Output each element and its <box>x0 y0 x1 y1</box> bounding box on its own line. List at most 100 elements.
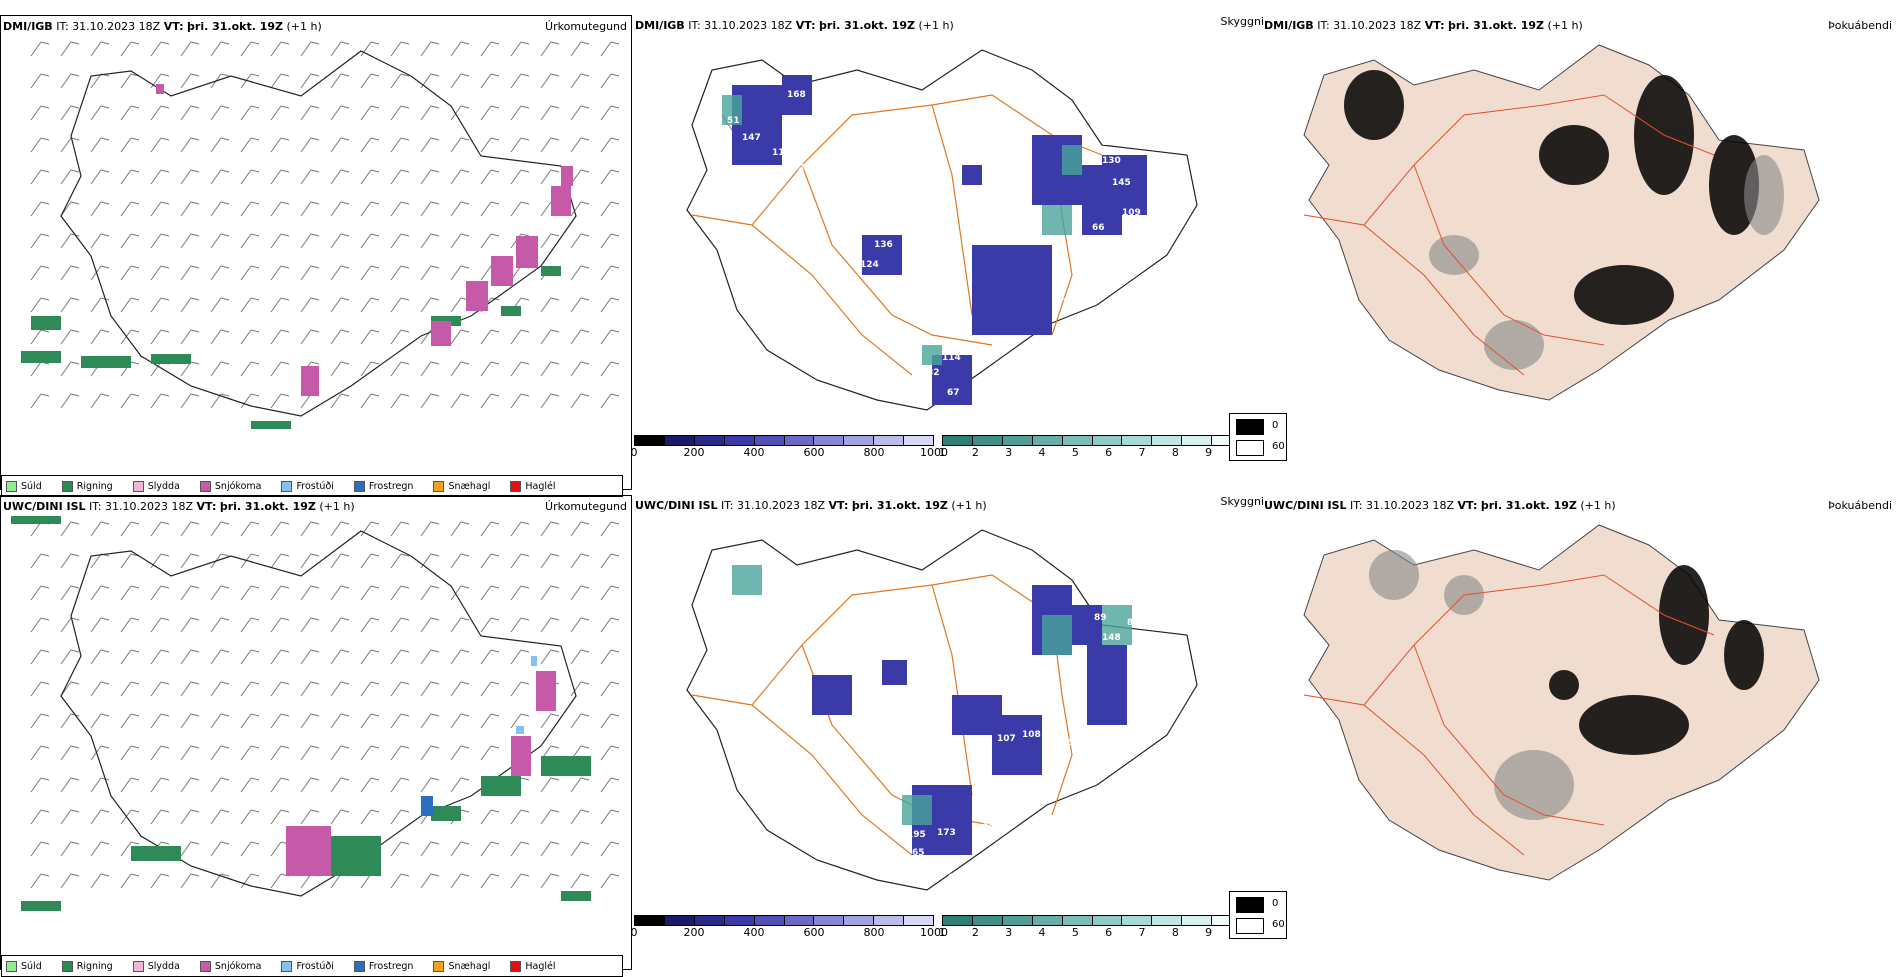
legend-item: Frostúði <box>281 961 334 972</box>
panel-header: DMI/IGB IT: 31.10.2023 18Z VT: þri. 31.o… <box>1264 19 1583 32</box>
visibility-value-label: 83 <box>1162 658 1175 668</box>
scale-tick-label: 8 <box>1171 926 1179 939</box>
visibility-value-label: 78 <box>1042 753 1055 763</box>
legend-swatch <box>433 961 445 972</box>
scale-tick-label: 800 <box>863 446 885 459</box>
legend-item: Rigning <box>61 961 113 972</box>
scale-tick-label: 8 <box>1171 446 1179 459</box>
visibility-value-label: 109 <box>1122 208 1141 218</box>
legend-item: Súld <box>6 961 42 972</box>
visibility-value-label: 168 <box>787 90 806 100</box>
legend-label: Haglél <box>525 481 556 492</box>
visibility-value-label: 99 <box>1147 688 1160 698</box>
visibility-value-label: 125 <box>1082 283 1101 293</box>
visibility-value-label: 108 <box>1022 730 1041 740</box>
legend-label: Snjókoma <box>214 481 262 492</box>
visibility-value-label: 115 <box>1112 243 1131 253</box>
panel-title: Skyggni <box>1220 15 1264 28</box>
legend-label: Snæhagl <box>448 961 491 972</box>
precip-type-panel-bottom: UWC/DINI ISL IT: 31.10.2023 18Z VT: þri.… <box>0 495 632 977</box>
scale-tick-label: 1000 <box>920 926 948 939</box>
visibility-value-label: 114 <box>942 353 961 363</box>
visibility-value-label: 126 <box>1112 118 1131 128</box>
legend-swatch <box>199 961 211 972</box>
panel-header: UWC/DINI ISL IT: 31.10.2023 18Z VT: þri.… <box>635 499 987 512</box>
visibility-value-label: 85 <box>1062 738 1075 748</box>
precip-legend-top: Súld Rigning Slydda Snjókoma Frostúði Frostre… <box>1 475 623 497</box>
panel-title: Úrkomutegund <box>545 20 627 33</box>
legend-swatch <box>132 481 144 492</box>
visibility-value-label: 51 <box>727 116 740 126</box>
visibility-value-label: 145 <box>1112 178 1131 188</box>
legend-item: Slydda <box>132 481 180 492</box>
visibility-value-label: 190 <box>1132 648 1151 658</box>
visibility-value-label: 68 <box>869 688 882 698</box>
visibility-scale-m: 0 200 400 600 800 1000 <box>630 915 948 939</box>
visibility-value-label: 89 <box>1094 613 1107 623</box>
legend-label: Súld <box>21 961 42 972</box>
scale-tick-label: 5 <box>1071 446 1079 459</box>
legend-swatch <box>61 481 73 492</box>
fog-legend-top: 0 60 <box>1229 413 1287 461</box>
legend-label: Snæhagl <box>448 481 491 492</box>
fog-panel-top: DMI/IGB IT: 31.10.2023 18Z VT: þri. 31.o… <box>1229 15 1896 490</box>
scale-tick-label: 200 <box>683 926 705 939</box>
legend-swatch <box>353 961 365 972</box>
legend-item: Frostúði <box>281 481 334 492</box>
scale-tick-label: 0 <box>630 926 638 939</box>
legend-swatch <box>281 961 293 972</box>
visibility-value-label: 72 <box>1177 673 1190 683</box>
fog-panel-bottom: UWC/DINI ISL IT: 31.10.2023 18Z VT: þri.… <box>1229 495 1896 970</box>
scale-tick-label: 9 <box>1205 446 1213 459</box>
fog-map-bottom <box>1303 524 1820 881</box>
visibility-value-label: 148 <box>1102 633 1121 643</box>
legend-label: Slydda <box>147 481 180 492</box>
visibility-value-label: 82 <box>927 368 940 378</box>
visibility-value-label: 81 <box>1127 618 1140 628</box>
panel-header: DMI/IGB IT: 31.10.2023 18Z VT: þri. 31.o… <box>635 19 954 32</box>
scale-tick-label: 5 <box>1071 926 1079 939</box>
scale-tick-label: 4 <box>1038 926 1046 939</box>
iceland-outline <box>60 50 577 417</box>
legend-item: Snæhagl <box>433 481 490 492</box>
legend-item: Súld <box>6 481 42 492</box>
visibility-panel-top: 168 51 244 147 118 120 136 124 126 109 130 145 102 16… <box>631 15 1265 490</box>
legend-swatch <box>510 961 522 972</box>
panel-title: Úrkomutegund <box>545 500 627 513</box>
visibility-scale-km: 12345678910 <box>938 915 1249 939</box>
legend-item: Snjókoma <box>199 481 262 492</box>
legend-swatch <box>353 481 365 492</box>
legend-item: Frostregn <box>353 961 413 972</box>
visibility-value-label: 120 <box>792 163 811 173</box>
legend-item: Rigning <box>61 481 113 492</box>
legend-item: Snjókoma <box>199 961 261 972</box>
scale-tick-label: 7 <box>1138 446 1146 459</box>
legend-swatch <box>199 481 211 492</box>
scale-tick-label: 3 <box>1005 926 1013 939</box>
scale-tick-label: 2 <box>971 926 979 939</box>
legend-label: Rigning <box>76 961 113 972</box>
visibility-value-label: 67 <box>947 388 960 398</box>
legend-swatch <box>433 481 445 492</box>
legend-label: Frostregn <box>368 481 414 492</box>
legend-item: Haglél <box>510 481 556 492</box>
legend-swatch <box>61 961 73 972</box>
visibility-value-label: 136 <box>874 240 893 250</box>
visibility-value-label: 124 <box>860 260 879 270</box>
visibility-panel-bottom: 99 89 81 148 190 83 72 60 99 86 68 82 108 107 85 78 62 17… <box>630 495 1265 970</box>
legend-label: Haglél <box>525 961 556 972</box>
visibility-value-label: 65 <box>912 848 925 858</box>
visibility-value-label: 60 <box>1137 673 1150 683</box>
visibility-value-label: 148 <box>1062 298 1081 308</box>
legend-item: Frostregn <box>353 481 414 492</box>
scale-tick-label: 200 <box>683 446 705 459</box>
legend-label: Frostúði <box>296 481 334 492</box>
scale-tick-label: 400 <box>743 446 765 459</box>
fog-map-top <box>1303 44 1820 401</box>
visibility-value-label: 173 <box>937 828 956 838</box>
legend-swatch <box>510 481 522 492</box>
scale-tick-label: 1 <box>938 926 946 939</box>
visibility-value-label: 82 <box>874 708 887 718</box>
scale-tick-label: 600 <box>803 446 825 459</box>
panel-title: Þokuábendi <box>1828 499 1892 512</box>
